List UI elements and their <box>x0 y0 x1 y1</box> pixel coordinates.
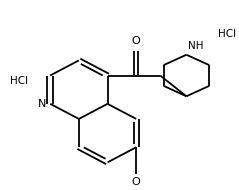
Text: NH: NH <box>188 41 203 51</box>
Text: O: O <box>132 36 141 46</box>
Text: HCl: HCl <box>10 76 28 86</box>
Text: HCl: HCl <box>218 29 236 39</box>
Text: O: O <box>132 177 141 188</box>
Text: N: N <box>38 99 47 109</box>
